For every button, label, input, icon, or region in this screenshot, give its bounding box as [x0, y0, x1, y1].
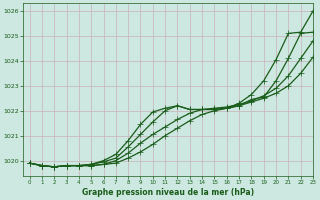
X-axis label: Graphe pression niveau de la mer (hPa): Graphe pression niveau de la mer (hPa): [82, 188, 254, 197]
